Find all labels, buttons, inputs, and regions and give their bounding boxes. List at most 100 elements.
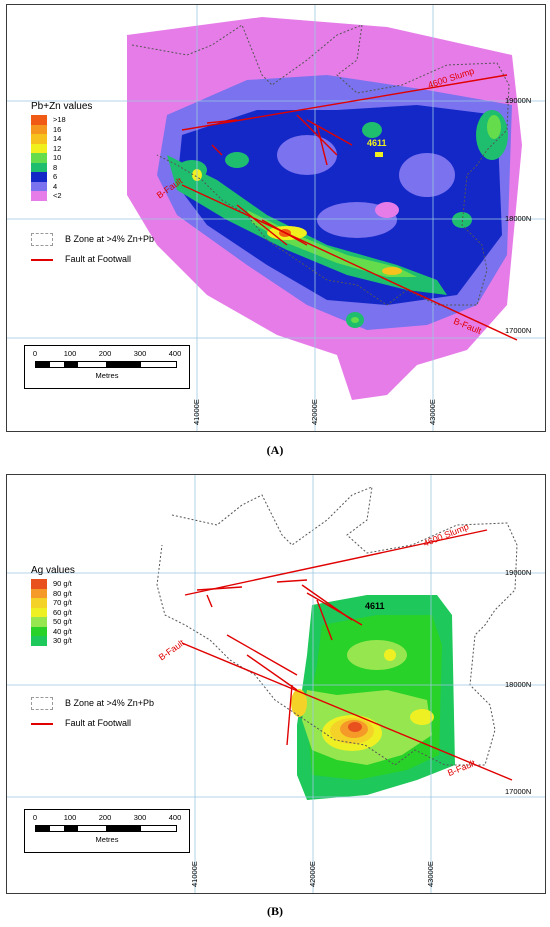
legend-swatch [31, 172, 47, 182]
legend-swatch [31, 181, 47, 191]
scale-bar-a: 0 100 200 300 400 Metres [24, 345, 190, 389]
scale-tick: 400 [168, 813, 182, 822]
value-region-8 [167, 155, 447, 295]
fault-legend-label: Fault at Footwall [65, 718, 132, 728]
value-region-60-patch [410, 709, 434, 725]
value-region-low-patch [375, 202, 399, 218]
legend-item: 4 [31, 181, 92, 191]
map-panel-a: Pb+Zn values >18 16 14 12 10 8 6 4 <2 B Zone at … [6, 4, 546, 432]
legend-item: 16 [31, 124, 92, 134]
legend-item: 60 g/t [31, 607, 75, 617]
legend-label: 90 g/t [53, 579, 72, 589]
legend-swatch [31, 617, 47, 627]
legend-swatch [31, 115, 47, 125]
legend-swatch [31, 162, 47, 172]
legend-swatch [31, 607, 47, 617]
b-zone-outline [156, 486, 518, 766]
legend-pbzn: Pb+Zn values >18 16 14 12 10 8 6 4 <2 [31, 101, 92, 201]
legend-label: 14 [53, 134, 62, 144]
easting-label: 43000E [428, 399, 437, 425]
legend-label: >18 [53, 115, 66, 125]
map-panel-b: Ag values 90 g/t 80 g/t 70 g/t 60 g/t 50 g/t… [6, 474, 546, 894]
legend-item: 6 [31, 172, 92, 182]
legend-item: 8 [31, 162, 92, 172]
scale-unit: Metres [95, 371, 119, 380]
contour-map-a [7, 5, 545, 431]
value-region-10-patch [487, 115, 501, 139]
fault-swatch [31, 258, 53, 261]
legend-label: 30 g/t [53, 636, 72, 646]
northing-label: 17000N [505, 326, 532, 335]
legend-ag: Ag values 90 g/t 80 g/t 70 g/t 60 g/t 50 g/t… [31, 565, 75, 646]
caption-a: (A) [266, 443, 284, 457]
legend-swatch [31, 598, 47, 608]
scale-tick: 300 [133, 813, 147, 822]
legend-swatch [31, 153, 47, 163]
grid-lines [7, 475, 545, 893]
northing-label: 17000N [505, 787, 532, 796]
legend-swatch [31, 124, 47, 134]
fault-swatch [31, 722, 53, 725]
scale-unit: Metres [95, 835, 119, 844]
value-region-10-patch [351, 317, 359, 323]
easting-label: 42000E [310, 399, 319, 425]
scale-tick: 0 [32, 349, 38, 358]
fault-lines [181, 529, 513, 781]
legend-swatch [31, 579, 47, 589]
legend-item: 14 [31, 134, 92, 144]
legend-label: 8 [53, 162, 58, 172]
scale-tick: 0 [32, 813, 38, 822]
legend-item: 40 g/t [31, 626, 75, 636]
value-region-8-patch [177, 160, 207, 180]
legend-swatch [31, 626, 47, 636]
legend-label: 12 [53, 143, 62, 153]
legend-label: 70 g/t [53, 598, 72, 608]
easting-label: 43000E [426, 861, 435, 887]
legend-item: 12 [31, 143, 92, 153]
scale-tick: 300 [133, 349, 147, 358]
drillhole-label: 4611 [365, 601, 385, 611]
legend-swatch [31, 134, 47, 144]
legend-label: 40 g/t [53, 626, 72, 636]
legend-swatch [31, 636, 47, 646]
scale-bar-b: 0 100 200 300 400 Metres [24, 809, 190, 853]
legend-item: 50 g/t [31, 617, 75, 627]
legend-item: 10 [31, 153, 92, 163]
value-region-60-patch [384, 649, 396, 661]
b-zone-swatch [31, 233, 53, 247]
grid-lines [7, 5, 545, 431]
legend-item: 30 g/t [31, 636, 75, 646]
value-region-8-patch [452, 212, 472, 228]
legend-item: >18 [31, 115, 92, 125]
drillhole-label: 4611 [367, 138, 387, 148]
legend-label: 10 [53, 153, 62, 163]
northing-label: 19000N [505, 568, 532, 577]
value-region-50-patch [347, 640, 407, 670]
legend-label: 16 [53, 124, 62, 134]
legend-item: 70 g/t [31, 598, 75, 608]
value-region-12 [382, 267, 402, 275]
legend-label: 6 [53, 172, 58, 182]
contour-map-b [7, 475, 545, 893]
fault-legend-label: Fault at Footwall [65, 254, 132, 264]
legend-item: 80 g/t [31, 588, 75, 598]
scale-tick: 100 [63, 349, 77, 358]
easting-label: 42000E [308, 861, 317, 887]
northing-label: 18000N [505, 214, 532, 223]
value-region-4-patch [399, 153, 455, 197]
legend-item: 90 g/t [31, 579, 75, 589]
legend-title: Pb+Zn values [31, 101, 93, 112]
legend-label: <2 [53, 191, 62, 201]
caption-b: (B) [267, 904, 283, 918]
b-zone-legend-label: B Zone at >4% Zn+Pb [65, 234, 155, 244]
scale-tick: 200 [98, 349, 112, 358]
value-region-8-patch [362, 122, 382, 138]
legend-swatch [31, 143, 47, 153]
legend-label: 60 g/t [53, 607, 72, 617]
b-zone-swatch [31, 697, 53, 711]
b-zone-legend-label: B Zone at >4% Zn+Pb [65, 698, 155, 708]
scale-tick: 100 [63, 813, 77, 822]
legend-swatch [31, 191, 47, 201]
fault-lines [181, 74, 518, 341]
legend-label: 80 g/t [53, 588, 72, 598]
